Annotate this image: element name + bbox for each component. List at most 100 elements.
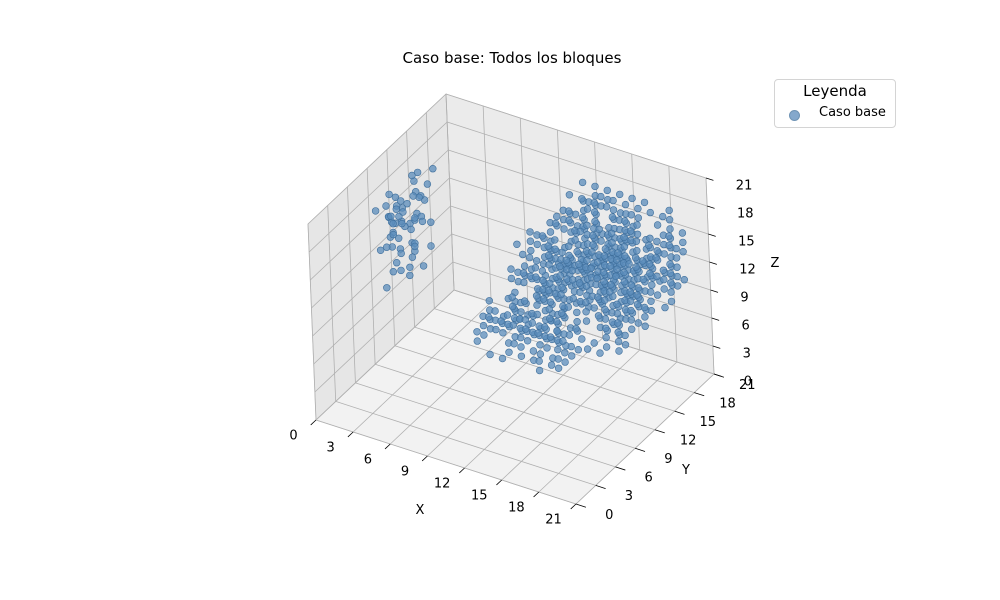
scatter-point [640, 198, 649, 207]
scatter-point [614, 319, 622, 327]
scatter-point [574, 346, 582, 354]
scatter-point [565, 191, 574, 199]
scatter-point [562, 256, 571, 264]
scatter-point [632, 263, 640, 271]
x-tick-label: 15 [471, 489, 488, 504]
scatter-point [561, 358, 569, 366]
scatter-point [552, 317, 561, 326]
scatter-point [486, 350, 494, 359]
x-tick-mark [310, 419, 317, 426]
y-tick-mark [615, 466, 626, 471]
scatter-point [615, 347, 623, 355]
scatter-point [383, 243, 391, 251]
scatter-point [620, 243, 629, 251]
scatter-point [568, 266, 576, 275]
gridline [501, 349, 640, 481]
scatter-point [673, 272, 681, 281]
scatter-point [544, 251, 553, 260]
scatter-point [538, 267, 547, 275]
y-axis-label: Y [681, 463, 690, 478]
z-tick-mark [707, 205, 715, 209]
scatter-point [590, 199, 598, 207]
scatter-point [594, 312, 603, 320]
z-tick-mark [708, 233, 716, 237]
gridline [307, 223, 317, 421]
scatter-point [558, 248, 566, 257]
z-axis-label: Z [771, 256, 780, 271]
scatter-point [389, 230, 397, 239]
scatter-point [582, 308, 590, 316]
scatter-point [525, 253, 534, 262]
scatter-point [538, 232, 547, 240]
x-tick-label: 12 [434, 477, 451, 492]
scatter-point [588, 231, 597, 240]
scatter-point [590, 304, 598, 312]
scatter-point [411, 242, 419, 251]
scatter-point [479, 321, 488, 330]
scatter-point [621, 200, 630, 209]
z-tick-mark [710, 289, 719, 293]
scatter-point [633, 230, 642, 239]
scatter-point [660, 275, 668, 284]
x-tick-mark [347, 431, 354, 438]
x-tick-mark [459, 467, 465, 474]
scatter-point [626, 288, 634, 296]
scatter-point [660, 250, 668, 258]
scatter-point [583, 256, 591, 265]
scatter-point [597, 237, 605, 245]
scatter-point [517, 308, 525, 316]
gridline [450, 205, 711, 291]
scatter-point [526, 228, 534, 236]
scatter-point [665, 241, 673, 250]
scatter-point [578, 213, 587, 222]
scatter-point [547, 361, 556, 369]
scatter-point [672, 244, 680, 253]
scatter-point [608, 213, 617, 221]
scatter-point [397, 249, 405, 258]
scatter-point [556, 262, 564, 271]
gridline [315, 419, 577, 505]
scatter-point [646, 234, 654, 243]
scatter-point [603, 186, 611, 195]
scatter-point [533, 240, 541, 249]
gridline [366, 168, 376, 365]
scatter-point [595, 225, 603, 234]
scatter-point [641, 313, 649, 321]
scatter-point [569, 294, 577, 303]
scatter-point [634, 284, 642, 292]
scatter-point [608, 239, 616, 247]
scatter-point [653, 272, 661, 281]
scatter-point [551, 219, 560, 228]
scatter-point [646, 269, 654, 277]
scatter-point [653, 221, 662, 229]
scatter-point [648, 281, 656, 289]
scatter-point [665, 232, 673, 240]
z-tick-label: 3 [743, 346, 751, 361]
scatter-point [397, 197, 405, 205]
gridline [307, 93, 447, 225]
scatter-point [507, 265, 515, 273]
scatter-point [544, 286, 553, 295]
scatter-point [398, 219, 406, 228]
z-tick-label: 15 [738, 234, 755, 249]
scatter-point [557, 309, 566, 317]
scatter-point [513, 240, 521, 249]
scatter-point [601, 305, 609, 314]
gridline [445, 93, 707, 179]
scatter-point [620, 233, 628, 242]
scatter-point [658, 212, 667, 221]
scatter-point [389, 220, 397, 228]
scatter-point [613, 265, 621, 273]
scatter-point [423, 180, 432, 188]
scatter-point [571, 236, 579, 244]
scatter-point [564, 303, 572, 311]
gridline [375, 363, 636, 449]
scatter-point [634, 204, 642, 213]
scatter-point [597, 192, 605, 201]
x-tick-label: 0 [289, 429, 297, 444]
scatter-point [540, 323, 549, 331]
scatter-point [561, 349, 569, 357]
scatter-point [631, 254, 640, 262]
z-tick-label: 0 [744, 374, 752, 389]
scatter-point [520, 278, 528, 287]
